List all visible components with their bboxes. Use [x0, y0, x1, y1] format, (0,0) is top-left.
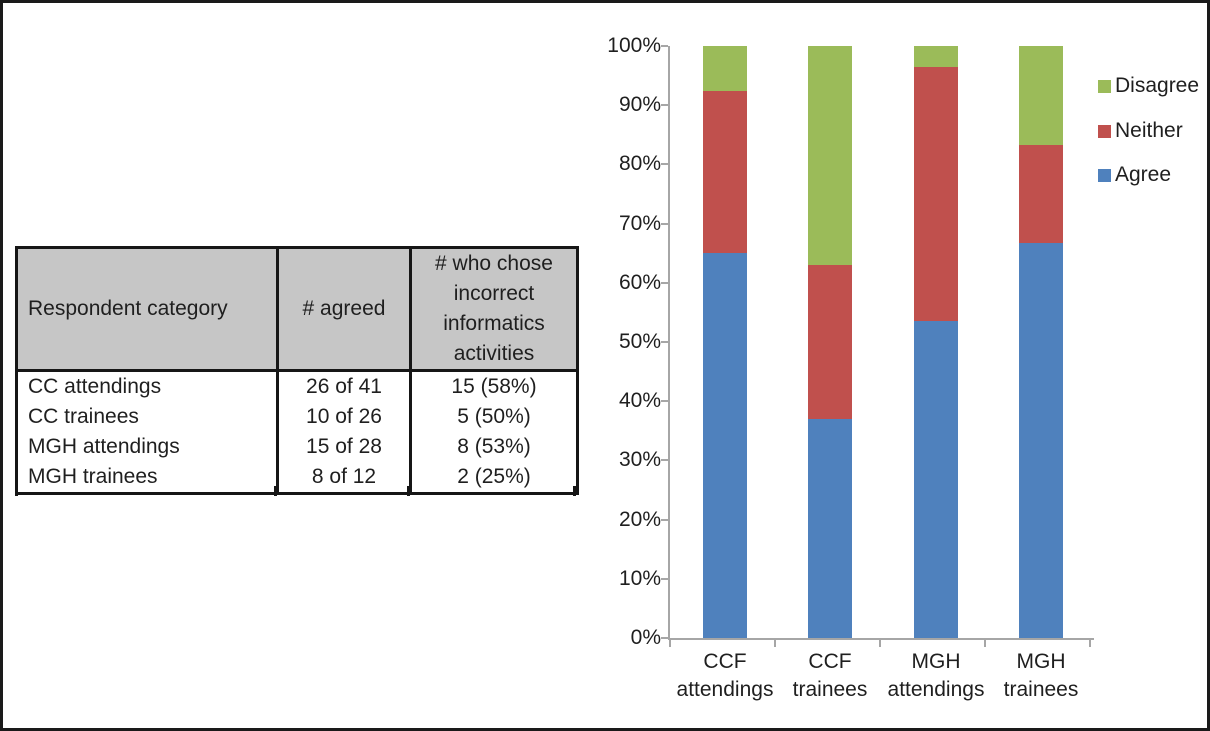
table-cell: 8 of 12	[276, 462, 412, 495]
y-axis-tick-label: 30%	[618, 448, 661, 472]
y-axis-tick	[661, 518, 668, 521]
bar-segment-disagree	[914, 46, 958, 68]
legend-label: Disagree	[1115, 74, 1200, 97]
table-crop-stub	[407, 486, 410, 496]
x-axis-category-label: CCF trainees	[775, 648, 885, 704]
table-cell: 15 (58%)	[409, 370, 579, 402]
bar-segment-disagree	[1019, 46, 1063, 145]
y-axis-tick	[661, 577, 668, 580]
y-axis-tick-label: 60%	[618, 270, 661, 294]
legend-item-agree: Agree	[1098, 163, 1207, 187]
x-axis-tick	[1089, 640, 1091, 647]
x-axis-tick	[669, 640, 671, 647]
table-header-respondent-category: Respondent category	[15, 246, 279, 372]
x-axis-tick	[984, 640, 986, 647]
table-cell: 15 of 28	[276, 432, 412, 462]
table-crop-stub	[573, 486, 576, 496]
y-axis-tick-label: 40%	[618, 389, 661, 413]
table-cell: 2 (25%)	[409, 462, 579, 495]
table-cell: 26 of 41	[276, 370, 412, 402]
legend-label: Agree	[1115, 163, 1172, 186]
bar-mgh-trainees	[1019, 46, 1063, 638]
legend-swatch-neither	[1098, 125, 1111, 138]
category-label-line1: MGH	[1016, 650, 1066, 673]
category-label-line2: attendings	[887, 678, 985, 701]
table-row: MGH attendings 15 of 28 8 (53%)	[15, 432, 579, 462]
y-axis-tick-label: 50%	[618, 330, 661, 353]
bar-mgh-attendings	[914, 46, 958, 638]
y-axis-tick	[661, 400, 668, 403]
y-axis-tick	[661, 163, 668, 166]
bar-segment-agree	[808, 418, 852, 638]
y-axis-tick-label: 0%	[630, 626, 661, 649]
bar-segment-agree	[914, 320, 958, 638]
table-row: MGH trainees 8 of 12 2 (25%)	[15, 462, 579, 495]
y-axis-tick-label: 80%	[618, 152, 661, 176]
table-crop-stub	[15, 486, 18, 496]
y-axis-tick	[661, 222, 668, 225]
category-label-line1: CCF	[703, 650, 747, 673]
legend-label: Neither	[1115, 119, 1183, 142]
bar-ccf-trainees	[808, 46, 852, 638]
table-cell: 8 (53%)	[409, 432, 579, 462]
category-label-line1: CCF	[808, 650, 852, 673]
x-axis-tick	[774, 640, 776, 647]
x-axis-category-label: MGH trainees	[986, 648, 1096, 704]
y-axis-tick	[661, 637, 668, 639]
legend-item-disagree: Disagree	[1098, 74, 1207, 98]
x-axis-category-label: CCF attendings	[670, 648, 780, 704]
bar-segment-disagree	[808, 46, 852, 266]
x-axis-category-label: MGH attendings	[881, 648, 991, 704]
y-axis-tick	[661, 281, 668, 284]
legend-swatch-agree	[1098, 169, 1111, 182]
category-label-line2: attendings	[676, 678, 774, 701]
y-axis-line	[668, 46, 670, 640]
bar-segment-neither	[914, 67, 958, 321]
table-cell: 10 of 26	[276, 402, 412, 432]
table-row: CC attendings 26 of 41 15 (58%)	[15, 370, 579, 402]
bar-segment-agree	[1019, 243, 1063, 638]
x-axis-line	[668, 638, 1094, 640]
table-cell: MGH attendings	[15, 432, 279, 462]
y-axis-tick	[661, 341, 668, 343]
table-crop-stub	[274, 486, 277, 496]
table-header-row: Respondent category # agreed # who chose…	[15, 246, 579, 372]
summary-table: Respondent category # agreed # who chose…	[15, 246, 579, 495]
bar-segment-neither	[808, 265, 852, 419]
table-cell: 5 (50%)	[409, 402, 579, 432]
table-row: CC trainees 10 of 26 5 (50%)	[15, 402, 579, 432]
y-axis-tick-label: 90%	[618, 93, 661, 117]
category-label-line2: trainees	[792, 678, 868, 701]
y-axis-tick	[661, 45, 668, 47]
category-label-line2: trainees	[1003, 678, 1079, 701]
table-cell: CC trainees	[15, 402, 279, 432]
legend-swatch-disagree	[1098, 80, 1111, 93]
table-cell: MGH trainees	[15, 462, 279, 495]
y-axis-tick-label: 70%	[618, 211, 661, 235]
bar-ccf-attendings	[703, 46, 747, 638]
legend-item-neither: Neither	[1098, 119, 1207, 143]
y-axis-tick-label: 10%	[618, 566, 661, 590]
bar-segment-neither	[1019, 144, 1063, 244]
y-axis-tick	[661, 459, 668, 462]
table-header-num-incorrect: # who chose incorrect informatics activi…	[409, 246, 579, 372]
bar-segment-disagree	[703, 46, 747, 91]
table-cell: CC attendings	[15, 370, 279, 402]
bar-segment-neither	[703, 91, 747, 254]
y-axis-tick	[661, 104, 668, 107]
x-axis-tick	[879, 640, 881, 647]
y-axis-tick-label: 100%	[607, 34, 661, 57]
category-label-line1: MGH	[911, 650, 961, 673]
bar-segment-agree	[703, 253, 747, 638]
y-axis-tick-label: 20%	[618, 507, 661, 531]
table-header-num-agreed: # agreed	[276, 246, 412, 372]
